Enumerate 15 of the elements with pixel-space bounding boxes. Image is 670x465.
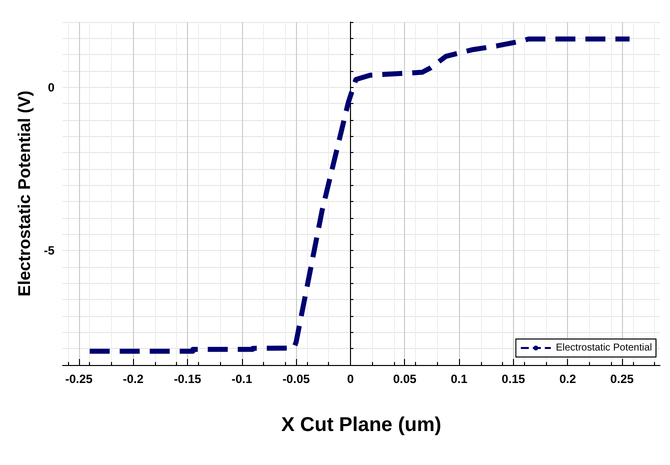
y-tick-label: -5 — [44, 244, 55, 258]
x-tick-label: 0.1 — [450, 372, 468, 386]
x-tick-label: 0.25 — [610, 372, 634, 386]
x-tick-label: -0.05 — [282, 372, 310, 386]
y-axis-title: Electrostatic Potential (V) — [15, 90, 34, 296]
x-tick-label: 0 — [347, 372, 354, 386]
x-axis-title: X Cut Plane (um) — [281, 414, 442, 436]
x-tick-label: 0.15 — [502, 372, 526, 386]
x-tick-label: -0.15 — [174, 372, 202, 386]
x-tick-label: 0.2 — [559, 372, 576, 386]
x-tick-label: -0.2 — [122, 372, 144, 386]
x-tick-label: 0.05 — [393, 372, 417, 386]
x-tick-label: -0.25 — [65, 372, 93, 386]
x-tick-label: -0.1 — [231, 372, 252, 386]
legend-label: Electrostatic Potential — [556, 342, 652, 354]
